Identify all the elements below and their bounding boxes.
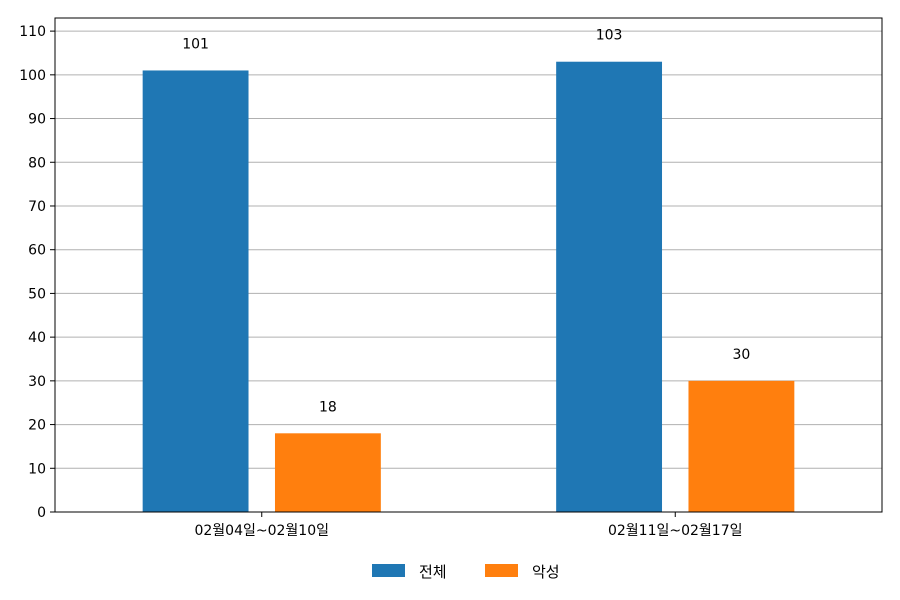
y-tick-label: 20 — [28, 418, 46, 434]
y-tick-label: 0 — [37, 505, 46, 521]
data-label: 103 — [596, 28, 623, 44]
y-axis: 0 10 20 30 40 50 60 70 80 90 100 110 — [19, 24, 55, 521]
data-labels: 101 18 103 30 — [182, 28, 750, 416]
bars — [142, 61, 795, 512]
legend-label: 악성 — [532, 563, 560, 581]
y-tick-label: 30 — [28, 374, 46, 390]
y-tick-label: 70 — [28, 199, 46, 215]
y-tick-label: 100 — [19, 68, 46, 84]
legend-swatch — [485, 564, 518, 577]
bar-total — [142, 70, 249, 512]
plot-area-frame — [54, 17, 883, 513]
x-axis: 02월04일~02월10일 02월11일~02월17일 — [194, 512, 743, 539]
bar-total — [556, 61, 663, 512]
y-tick-label: 50 — [28, 286, 46, 302]
legend: 전체 악성 — [372, 563, 560, 581]
y-tick-label: 60 — [28, 243, 46, 259]
x-tick-label: 02월04일~02월10일 — [194, 523, 329, 539]
data-label: 30 — [732, 347, 750, 363]
legend-label: 전체 — [419, 563, 447, 581]
y-tick-label: 80 — [28, 155, 46, 171]
y-tick-label: 10 — [28, 461, 46, 477]
x-tick-label: 02월11일~02월17일 — [608, 523, 743, 539]
y-tick-label: 110 — [19, 24, 46, 40]
bar-malicious — [688, 380, 795, 512]
y-tick-label: 40 — [28, 330, 46, 346]
data-label: 18 — [319, 399, 337, 415]
y-tick-label: 90 — [28, 112, 46, 128]
data-label: 101 — [182, 36, 209, 52]
bar-malicious — [274, 433, 381, 512]
legend-swatch — [372, 564, 405, 577]
